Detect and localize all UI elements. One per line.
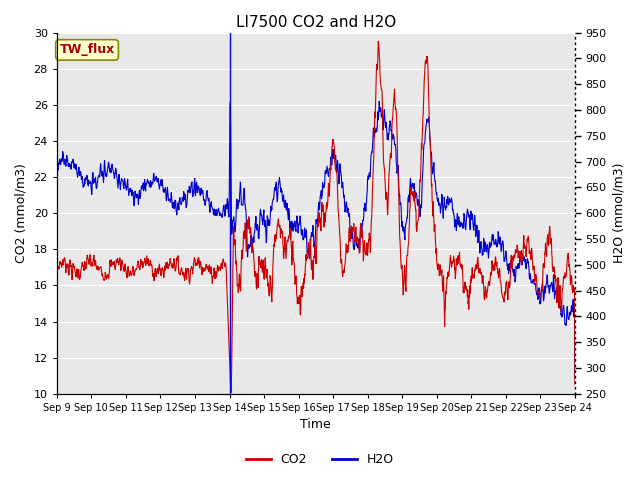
Text: TW_flux: TW_flux [60,43,115,56]
Y-axis label: CO2 (mmol/m3): CO2 (mmol/m3) [15,163,28,263]
Y-axis label: H2O (mmol/m3): H2O (mmol/m3) [612,163,625,264]
Title: LI7500 CO2 and H2O: LI7500 CO2 and H2O [236,15,396,30]
X-axis label: Time: Time [301,419,332,432]
Legend: CO2, H2O: CO2, H2O [241,448,399,471]
